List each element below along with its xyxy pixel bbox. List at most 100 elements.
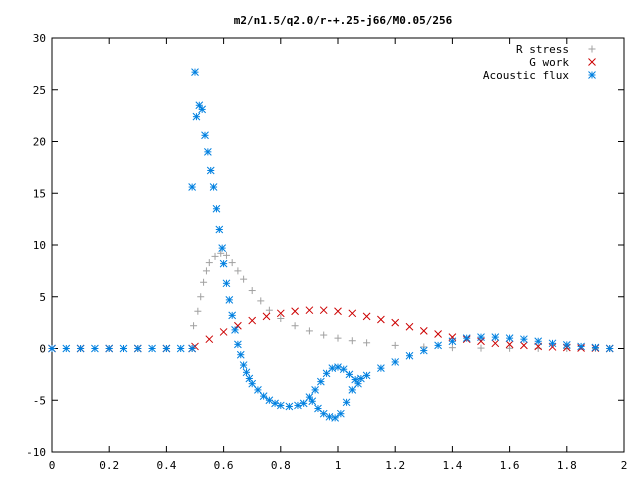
- data-point: [254, 386, 262, 394]
- data-point: [194, 307, 202, 315]
- data-point: [391, 318, 400, 327]
- data-point: [491, 339, 500, 348]
- data-point: [462, 334, 471, 343]
- data-point: [377, 315, 385, 324]
- x-tick-label: 0.8: [271, 459, 291, 472]
- series-cross: [48, 306, 614, 353]
- data-point: [363, 339, 371, 347]
- data-point: [277, 314, 285, 322]
- data-points: [48, 68, 614, 422]
- data-point: [228, 311, 237, 320]
- data-point: [320, 331, 328, 339]
- data-point: [305, 327, 313, 335]
- data-point: [348, 386, 357, 394]
- data-point: [133, 344, 142, 353]
- data-point: [448, 337, 457, 346]
- y-tick-label: -5: [33, 394, 46, 407]
- data-point: [219, 259, 228, 268]
- data-point: [259, 392, 268, 400]
- y-tick-label: 10: [33, 239, 46, 252]
- data-point: [305, 393, 314, 401]
- data-point: [605, 344, 614, 353]
- legend-marker: [588, 58, 596, 66]
- data-point: [204, 147, 212, 156]
- data-point: [548, 339, 557, 348]
- x-tick-label: 0.6: [214, 459, 234, 472]
- data-point: [105, 344, 114, 353]
- data-point: [391, 358, 400, 366]
- x-tick-label: 0.4: [156, 459, 176, 472]
- data-point: [405, 351, 414, 360]
- data-point: [506, 344, 514, 352]
- data-point: [188, 344, 196, 353]
- data-point: [192, 112, 201, 121]
- data-point: [222, 251, 230, 259]
- data-point: [188, 183, 196, 191]
- data-point: [190, 322, 198, 330]
- data-point: [202, 267, 210, 275]
- data-point: [91, 344, 99, 353]
- data-point: [276, 401, 285, 410]
- data-point: [265, 306, 273, 314]
- y-tick-label: 5: [39, 291, 46, 304]
- data-point: [448, 344, 456, 352]
- data-point: [337, 409, 345, 418]
- data-point: [212, 204, 221, 213]
- data-point: [236, 350, 245, 359]
- legend-label: R stress: [516, 43, 569, 56]
- x-tick-label: 1.6: [500, 459, 520, 472]
- data-point: [228, 259, 236, 267]
- data-point: [205, 259, 213, 267]
- data-point: [520, 335, 528, 344]
- data-point: [209, 183, 218, 191]
- data-point: [562, 341, 571, 349]
- x-tick-label: 1.4: [442, 459, 462, 472]
- data-point: [362, 371, 371, 380]
- data-point: [195, 101, 204, 110]
- data-point: [225, 296, 234, 304]
- data-point: [242, 368, 251, 377]
- data-point: [477, 333, 485, 341]
- data-point: [577, 342, 585, 351]
- data-point: [248, 287, 256, 295]
- data-point: [76, 344, 85, 353]
- data-point: [248, 316, 257, 325]
- y-tick-label: 25: [33, 84, 46, 97]
- data-point: [285, 402, 294, 411]
- data-point: [119, 344, 128, 353]
- data-point: [534, 337, 543, 346]
- series-plus: [48, 249, 614, 352]
- plot-frame: [51, 37, 625, 453]
- data-point: [311, 386, 319, 394]
- data-point: [308, 397, 317, 406]
- x-tick-label: 1: [335, 459, 342, 472]
- data-point: [219, 328, 228, 336]
- data-point: [377, 364, 385, 373]
- data-point: [334, 307, 342, 316]
- data-point: [176, 344, 185, 353]
- data-point: [405, 322, 414, 331]
- data-point: [62, 344, 71, 353]
- data-point: [240, 275, 248, 283]
- y-tick-label: 0: [39, 343, 46, 356]
- data-point: [334, 334, 342, 342]
- data-point: [211, 252, 219, 260]
- legend-marker: [588, 71, 596, 79]
- data-point: [262, 312, 271, 321]
- data-point: [434, 330, 442, 338]
- data-point: [48, 344, 56, 353]
- data-point: [222, 279, 231, 288]
- data-point: [218, 244, 227, 252]
- x-tick-label: 0: [49, 459, 56, 472]
- data-point: [162, 344, 171, 353]
- data-point: [362, 312, 371, 321]
- data-point: [271, 399, 279, 408]
- legend-label: G work: [529, 56, 569, 69]
- data-point: [291, 322, 299, 330]
- data-point: [520, 341, 528, 350]
- data-point: [234, 267, 242, 275]
- series-star: [48, 68, 614, 422]
- data-point: [291, 307, 299, 316]
- legend-marker: [588, 45, 596, 53]
